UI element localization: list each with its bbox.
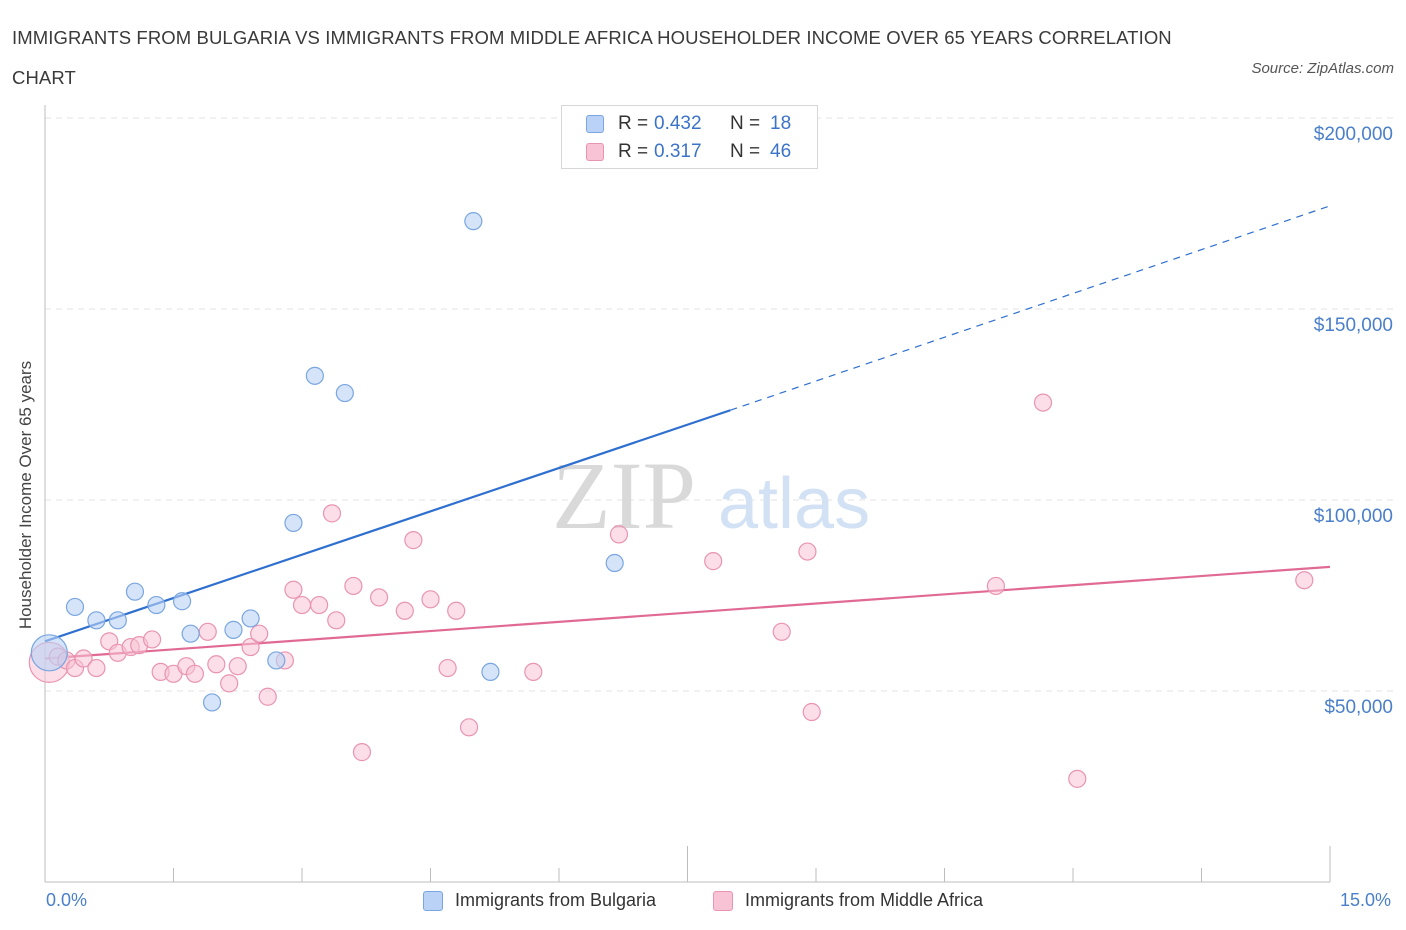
bulgaria-point-2 — [87, 611, 106, 630]
bulgaria-point-14 — [335, 383, 354, 403]
bulgaria-legend-swatch — [423, 890, 443, 911]
gridlines — [45, 117, 1395, 692]
africa-point-42 — [802, 702, 821, 722]
legend-row-bulgaria: R = 0.432 N = 18 — [586, 111, 791, 137]
africa-point-26 — [322, 504, 342, 523]
africa-point-37 — [524, 662, 543, 682]
bulgaria-swatch — [586, 115, 604, 133]
africa-point-20 — [250, 624, 269, 643]
y-tick-label-2: $150,000 — [1314, 315, 1393, 336]
legend-item-africa: Immigrants from Middle Africa — [713, 890, 983, 911]
africa-point-18 — [228, 657, 247, 676]
africa-point-36 — [459, 718, 479, 737]
legend-item-bulgaria: Immigrants from Bulgaria — [423, 890, 656, 911]
bulgaria-point-16 — [481, 662, 500, 682]
bulgaria-point-4 — [125, 582, 145, 601]
africa-point-45 — [1068, 769, 1087, 788]
africa-point-17 — [220, 674, 239, 693]
y-tick-label-1: $100,000 — [1314, 506, 1393, 527]
bulgaria-point-13 — [305, 366, 324, 385]
bulgaria-point-9 — [224, 620, 243, 639]
bulgaria-point-6 — [172, 592, 192, 611]
watermark-atlas: atlas — [718, 464, 870, 544]
legend-row-africa: R = 0.317 N = 46 — [586, 139, 791, 165]
trend-line-africa — [44, 565, 1331, 660]
africa-point-46 — [1295, 571, 1314, 590]
africa-point-44 — [1033, 393, 1053, 412]
trend-line-bulgaria-extension — [730, 205, 1331, 411]
africa-point-33 — [421, 590, 440, 609]
africa-point-28 — [344, 576, 363, 596]
africa-point-19 — [241, 637, 260, 657]
y-tick-labels: $50,000 $100,000 $150,000 $200,000 — [1314, 124, 1393, 718]
data-points — [28, 212, 1314, 788]
bulgaria-point-17 — [605, 553, 624, 573]
bulgaria-point-8 — [202, 693, 222, 712]
africa-point-5 — [87, 658, 106, 678]
source-label: Source: ZipAtlas.com — [1251, 60, 1394, 77]
africa-point-43 — [986, 576, 1006, 596]
x-tick-label-min: 0.0% — [46, 890, 88, 910]
bulgaria-point-11 — [267, 651, 286, 670]
bulgaria-point-12 — [284, 513, 303, 533]
bulgaria-legend-label: Immigrants from Bulgaria — [455, 890, 657, 910]
bulgaria-point-15 — [464, 212, 483, 231]
africa-point-27 — [327, 611, 346, 630]
watermark: ZIP atlas — [552, 442, 870, 549]
africa-point-39 — [704, 552, 723, 571]
africa-point-4 — [74, 649, 93, 668]
africa-legend-swatch — [713, 890, 733, 911]
africa-point-15 — [198, 622, 217, 641]
africa-point-24 — [292, 595, 312, 615]
africa-point-41 — [798, 542, 817, 561]
n-label: N = — [730, 141, 761, 162]
africa-point-29 — [352, 743, 372, 762]
africa-point-14 — [185, 664, 205, 683]
africa-point-16 — [207, 655, 226, 674]
africa-point-40 — [772, 622, 791, 641]
correlation-legend: R = 0.432 N = 18 R = 0.317 N = 46 — [561, 105, 818, 169]
africa-point-21 — [258, 687, 277, 706]
bulgaria-point-3 — [108, 611, 127, 630]
n-label: N = — [730, 113, 761, 134]
africa-point-10 — [142, 630, 162, 649]
africa-point-34 — [438, 658, 457, 678]
axes — [44, 105, 1331, 883]
r-label: R = — [618, 141, 649, 162]
bulgaria-point-0 — [30, 634, 68, 672]
series-legend: Immigrants from Bulgaria Immigrants from… — [0, 888, 1406, 916]
y-tick-label-3: $200,000 — [1314, 124, 1393, 145]
bulgaria-point-5 — [147, 595, 166, 615]
africa-point-32 — [404, 531, 423, 550]
bulgaria-point-7 — [181, 624, 200, 643]
n-value-bulgaria: 18 — [770, 113, 792, 134]
n-value-africa: 46 — [770, 141, 792, 162]
africa-point-30 — [370, 588, 389, 607]
r-value-bulgaria: 0.432 — [654, 113, 702, 134]
y-tick-label-0: $50,000 — [1324, 697, 1393, 718]
bulgaria-point-1 — [65, 597, 85, 617]
bulgaria-point-10 — [241, 609, 260, 628]
r-label: R = — [618, 113, 649, 134]
trend-lines — [44, 205, 1331, 660]
africa-point-38 — [609, 525, 629, 544]
africa-swatch — [586, 143, 604, 161]
africa-legend-label: Immigrants from Middle Africa — [745, 890, 984, 910]
africa-point-35 — [447, 601, 466, 620]
africa-point-25 — [310, 595, 329, 615]
africa-point-23 — [284, 580, 303, 599]
r-value-africa: 0.317 — [654, 141, 702, 162]
x-tick-label-max: 15.0% — [1340, 890, 1392, 910]
y-axis-label: Householder Income Over 65 years — [16, 360, 35, 630]
africa-point-31 — [395, 601, 414, 620]
chart-title: IMMIGRANTS FROM BULGARIA VS IMMIGRANTS F… — [12, 27, 1172, 88]
